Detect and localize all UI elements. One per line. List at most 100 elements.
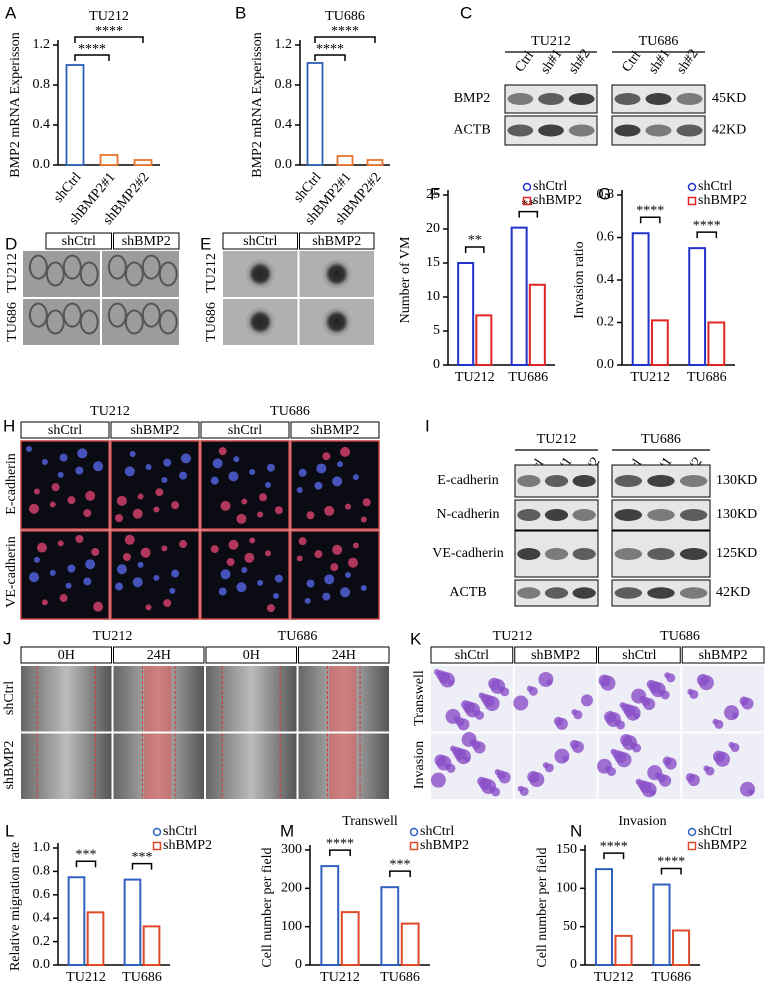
size-label: 130KD xyxy=(716,507,757,522)
panel-letter: J xyxy=(3,629,12,648)
group-label: TU686 xyxy=(660,629,700,644)
cell-stain xyxy=(257,511,264,518)
cell-stain xyxy=(322,592,331,601)
blot-band xyxy=(517,587,541,599)
sig-bracket xyxy=(314,36,376,43)
cell-stain xyxy=(163,458,172,467)
tube-network xyxy=(158,261,178,287)
y-tick-label: 0.0 xyxy=(33,957,51,972)
tube-network xyxy=(62,302,82,328)
cell-stain xyxy=(500,687,510,697)
cell-stain xyxy=(741,697,754,710)
size-label: 130KD xyxy=(716,473,757,488)
tube-network xyxy=(158,309,178,335)
cell-stain xyxy=(748,788,755,795)
cell-stain xyxy=(456,749,472,765)
cell-stain xyxy=(153,506,160,513)
blot-band xyxy=(568,93,595,105)
x-tick-label: TU212 xyxy=(320,970,360,985)
cell-stain xyxy=(241,566,248,573)
cell-stain xyxy=(544,763,554,773)
sig-label: *** xyxy=(132,850,153,865)
cell-stain xyxy=(116,564,127,575)
cell-stain xyxy=(75,466,84,475)
col-header-box xyxy=(514,646,597,664)
col-header: shCtrl xyxy=(62,234,96,249)
blot-band xyxy=(538,124,564,137)
cell-stain xyxy=(314,550,323,559)
col-header: 24H xyxy=(332,648,356,663)
tube-network xyxy=(28,302,48,328)
col-header-box xyxy=(430,646,514,664)
row-label: TU686 xyxy=(204,302,219,342)
y-tick-label: 0.8 xyxy=(275,77,293,92)
cell-stain xyxy=(220,569,231,580)
sig-label: **** xyxy=(316,42,344,57)
spheroid xyxy=(243,257,277,291)
sig-label: **** xyxy=(326,836,354,851)
col-header: shBMP2 xyxy=(312,234,361,249)
cell-stain xyxy=(344,572,351,578)
blot-band xyxy=(572,548,596,560)
y-tick-label: 0.0 xyxy=(33,157,51,172)
y-axis-label: BMP2 mRNA Experisson xyxy=(8,32,23,177)
bar xyxy=(707,321,726,366)
blot-band xyxy=(517,475,541,487)
bar xyxy=(475,314,493,366)
lane-label: sh#2 xyxy=(674,47,701,77)
panel-letter: E xyxy=(200,234,211,253)
sig-bracket xyxy=(74,54,110,61)
cell-stain xyxy=(233,456,240,463)
cell-stain xyxy=(430,772,446,788)
y-axis-label: Invasion ratio xyxy=(572,241,587,318)
blot-band xyxy=(544,587,569,599)
tube-network xyxy=(45,261,65,287)
wound-area xyxy=(144,666,172,732)
micrograph xyxy=(23,251,100,297)
cell-stain xyxy=(664,757,677,770)
cell-stain xyxy=(179,471,188,480)
cell-stain xyxy=(298,537,307,546)
y-tick-label: 0.0 xyxy=(597,357,615,372)
sig-bracket xyxy=(131,862,153,870)
sig-bracket xyxy=(314,54,346,61)
col-header: shBMP2 xyxy=(699,648,748,663)
cell-stain xyxy=(314,481,323,490)
tube-network xyxy=(124,261,144,287)
cell-stain xyxy=(249,537,256,544)
cell-stain xyxy=(352,542,359,549)
cell-stain xyxy=(528,686,538,696)
cell-stain xyxy=(83,577,92,586)
legend-marker xyxy=(409,827,419,837)
chart-title: Transwell xyxy=(342,814,398,829)
y-tick-label: 300 xyxy=(281,842,302,857)
legend-marker xyxy=(687,827,697,837)
sig-label: **** xyxy=(657,855,685,870)
cell-stain xyxy=(446,763,456,773)
sig-label: **** xyxy=(78,42,106,57)
legend-label: shBMP2 xyxy=(420,838,469,853)
blot-band xyxy=(647,548,675,560)
cell-stain xyxy=(519,786,529,796)
lane-label: sh#1 xyxy=(646,47,673,77)
cell-stain xyxy=(65,582,72,589)
cell-stain xyxy=(93,461,104,472)
micrograph xyxy=(23,299,100,345)
bar xyxy=(65,64,85,166)
cell-stain xyxy=(731,712,738,719)
y-tick-label: 1.2 xyxy=(33,37,51,52)
cell-stain xyxy=(51,483,60,492)
cell-stain xyxy=(324,574,335,585)
y-tick-label: 100 xyxy=(556,881,577,896)
legend-marker xyxy=(687,182,697,192)
cell-stain xyxy=(228,471,239,482)
cell-stain xyxy=(562,755,569,762)
y-tick-label: 0.2 xyxy=(597,315,615,330)
tube-network xyxy=(62,254,82,280)
cell-stain xyxy=(155,488,164,497)
cell-stain xyxy=(257,579,264,586)
cell-stain xyxy=(546,679,553,686)
blot-band xyxy=(676,124,703,137)
cell-stain xyxy=(463,756,470,763)
